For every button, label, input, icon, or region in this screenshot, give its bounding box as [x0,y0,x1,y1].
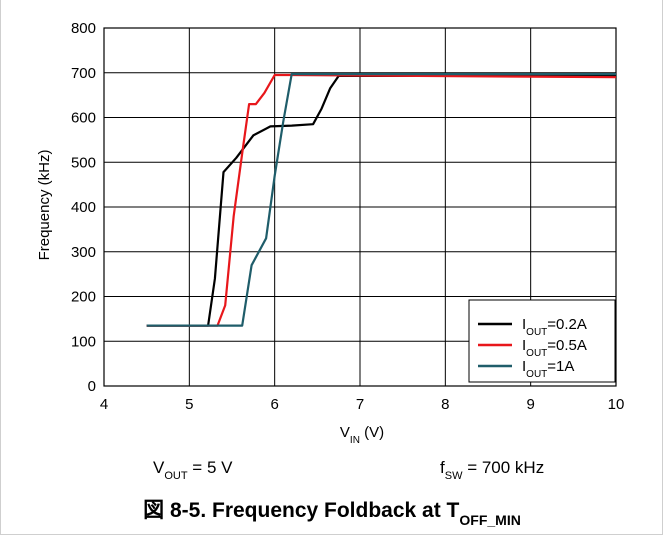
x-tick-label: 4 [100,396,108,413]
legend-label-3: IOUT=1A [522,358,574,380]
y-tick-label: 0 [88,378,96,395]
y-tick-label: 100 [71,333,96,350]
x-tick-label: 5 [185,396,193,413]
series-line-1 [146,74,616,327]
y-tick-label: 600 [71,110,96,127]
x-tick-label: 8 [441,396,449,413]
x-tick-label: 9 [526,396,534,413]
legend-label-1: IOUT=0.2A [522,316,587,338]
figure-caption: 図 8-5. Frequency Foldback at TOFF_MIN [143,499,521,528]
legend-box [468,299,616,383]
series-line-3 [146,72,616,327]
x-tick-label: 7 [356,396,364,413]
y-tick-label: 800 [71,20,96,37]
series-lines [146,72,617,327]
legend-label-2: IOUT=0.5A [522,337,587,359]
series-line-2 [146,73,617,327]
vout-note: VOUT = 5 V [153,458,233,482]
fsw-note: fSW = 700 kHz [440,458,544,482]
y-tick-label: 400 [71,199,96,216]
y-tick-label: 700 [71,65,96,82]
plot-border [103,27,617,387]
x-tick-label: 6 [270,396,278,413]
y-tick-label: 200 [71,289,96,306]
y-axis-label: Frequency (kHz) [36,150,53,261]
y-tick-label: 500 [71,154,96,171]
x-axis-label: VIN (V) [340,424,384,446]
y-tick-label: 300 [71,244,96,261]
x-tick-label: 10 [608,396,625,413]
